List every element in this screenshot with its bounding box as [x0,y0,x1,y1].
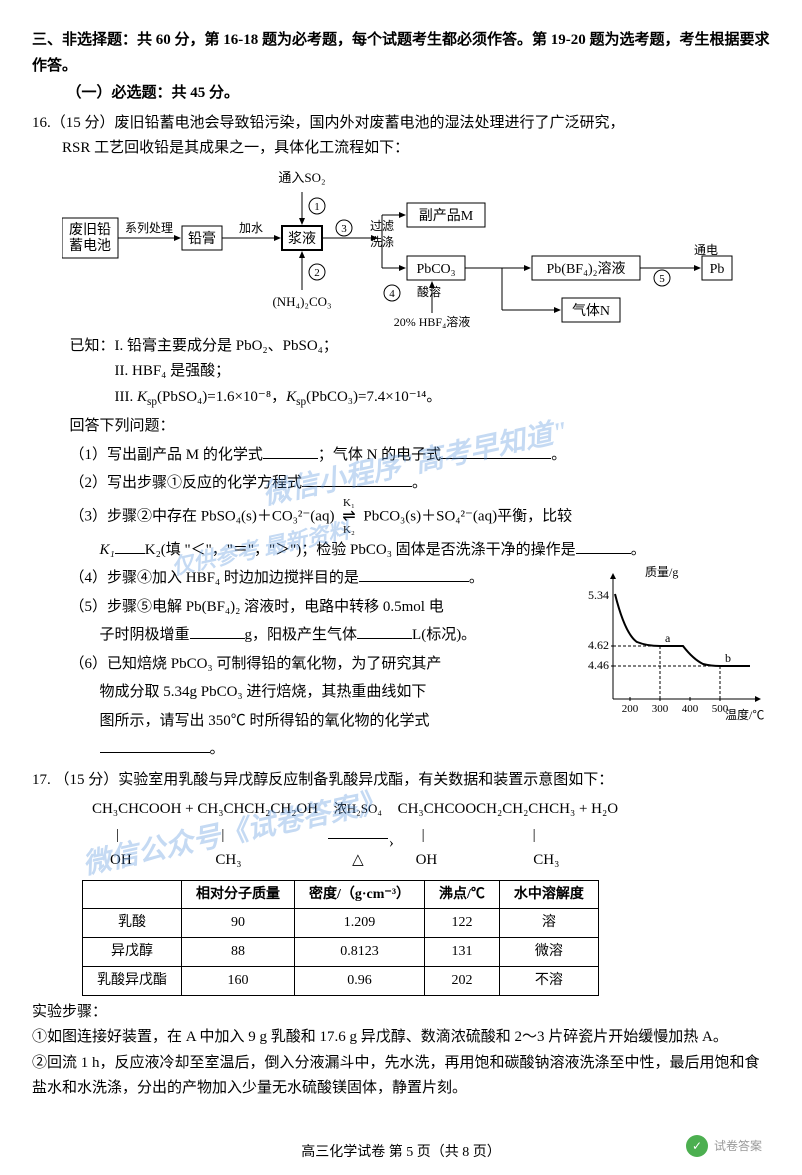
box-battery-l2: 蓄电池 [69,238,111,254]
table-row: 异戊醇880.8123131微溶 [83,938,599,967]
logo-watermark: ✓ 试卷答案 [686,1135,762,1157]
svg-text:300: 300 [652,703,669,715]
box-pb: Pb [710,262,725,277]
svg-text:5: 5 [659,273,665,285]
table-header: 水中溶解度 [499,880,598,909]
lbl-acid: 酸溶 [417,284,441,299]
tg-chart: 质量/g 温度/℃ 5.34 4.62 4.46 200 300 400 500 [575,564,770,739]
svg-text:3: 3 [341,223,347,235]
table-header: 相对分子质量 [182,880,295,909]
q16-6d: 。 [32,735,770,764]
q16-3a: （3）步骤②中存在 PbSO₄(s)＋CO₃²⁻(aq) K₁ ⇌ K₂ PbC… [32,498,770,536]
box-pbco3: PbCO₃ [416,262,455,277]
q17-s2: ②回流 1 h，反应液冷却至室温后，倒入分液漏斗中，先水洗，再用饱和碳酸钠溶液洗… [32,1051,770,1102]
tg-chart-svg: 质量/g 温度/℃ 5.34 4.62 4.46 200 300 400 500 [575,564,770,729]
q16-3b: K₁K₂(填 "＜"，"＝"，"＞")；检验 PbCO₃ 固体是否洗涤干净的操作… [32,536,770,565]
ylabel: 质量/g [645,565,678,579]
svg-text:1: 1 [314,201,320,213]
svg-text:4: 4 [389,288,395,300]
section-title: 三、非选择题：共 60 分，第 16-18 题为必考题，每个试题考生都必须作答。… [32,28,770,79]
q16-part456: （4）步骤④加入 HBF₄ 时边加边搅拌目的是。 （5）步骤⑤电解 Pb(BF₄… [32,564,770,764]
svg-text:a: a [665,631,671,645]
svg-text:2: 2 [314,267,320,279]
q17-table: 相对分子质量密度/（g·cm⁻³）沸点/℃水中溶解度 乳酸901.209122溶… [82,880,599,996]
q16-2: （2）写出步骤①反应的化学方程式。 [32,469,770,498]
flow-diagram: 废旧铅 蓄电池 铅膏 浆液 副产品M PbCO₃ Pb(BF₄)₂溶液 Pb 气… [62,168,770,328]
box-pbbf4: Pb(BF₄)₂溶液 [547,261,626,277]
svg-text:5.34: 5.34 [588,588,609,602]
wechat-icon: ✓ [686,1135,708,1157]
ans-label: 回答下列问题： [32,412,770,441]
page-footer: 高三化学试卷 第 5 页（共 8 页） [0,1141,802,1165]
table-header: 沸点/℃ [425,880,500,909]
svg-text:200: 200 [622,703,639,715]
known2: II. HBF₄ 是强酸； [32,359,770,385]
q17-eqn: CH₃CHCOOH | OH + CH₃CHCH₂CH₂OH | CH₃ 浓H₂… [32,797,770,874]
xlabel: 温度/℃ [725,707,764,722]
q16: 16.（15 分）废旧铅蓄电池会导致铅污染，国内外对废蓄电池的湿法处理进行了广泛… [32,111,770,764]
box-byproduct: 副产品M [419,208,474,224]
svg-text:4.46: 4.46 [588,658,609,672]
known3: III. Ksp(PbSO₄)=1.6×10⁻⁸，Ksp(PbCO₃)=7.4×… [32,385,770,411]
q17-head: 17. （15 分）实验室用乳酸与异戊醇反应制备乳酸异戊酯，有关数据和装置示意图… [32,768,770,794]
lbl-elec: 通电 [694,243,718,257]
svg-text:500: 500 [712,703,729,715]
q17-s1: ①如图连接好装置，在 A 中加入 9 g 乳酸和 17.6 g 异戊醇、数滴浓硫… [32,1025,770,1051]
lbl-nh4: (NH₄)₂CO₃ [272,294,331,309]
known: 已知：I. 铅膏主要成分是 PbO₂、PbSO₄； [32,334,770,360]
steps-label: 实验步骤： [32,1000,770,1026]
q16-1: （1）写出副产品 M 的化学式；气体 N 的电子式。 [32,441,770,470]
section-sub: （一）必选题：共 45 分。 [32,81,770,107]
table-row: 乳酸异戊酯1600.96202不溶 [83,966,599,995]
box-gasn: 气体N [572,303,610,319]
svg-text:b: b [725,651,731,665]
q17: 17. （15 分）实验室用乳酸与异戊醇反应制备乳酸异戊酯，有关数据和装置示意图… [32,768,770,1102]
box-paste: 铅膏 [188,230,216,247]
box-battery-l1: 废旧铅 [69,222,111,238]
q16-head2: RSR 工艺回收铅是其成果之一，具体化工流程如下： [32,136,770,162]
table-row: 乳酸901.209122溶 [83,909,599,938]
table-header [83,880,182,909]
svg-text:400: 400 [682,703,699,715]
lbl-hbf4: 20% HBF₄溶液 [394,314,471,328]
lbl-water: 加水 [239,221,263,235]
svg-text:4.62: 4.62 [588,638,609,652]
lbl-series: 系列处理 [125,221,173,235]
q16-head: 16.（15 分）废旧铅蓄电池会导致铅污染，国内外对废蓄电池的湿法处理进行了广泛… [32,111,770,137]
table-header: 密度/（g·cm⁻³） [295,880,425,909]
lbl-so2: 通入SO₂ [278,170,325,185]
box-slurry: 浆液 [288,231,316,247]
flow-svg: 废旧铅 蓄电池 铅膏 浆液 副产品M PbCO₃ Pb(BF₄)₂溶液 Pb 气… [62,168,762,328]
